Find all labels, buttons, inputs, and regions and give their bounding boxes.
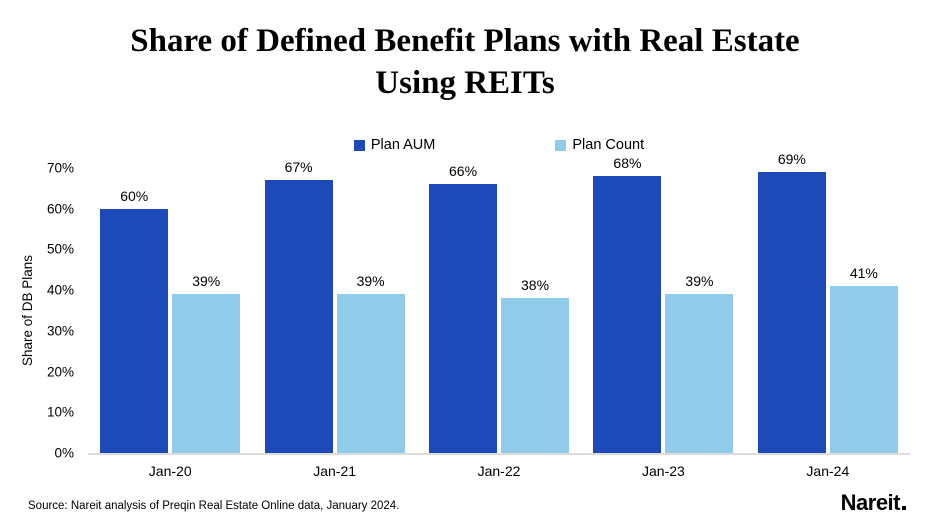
chart-title-line-2: Using REITs	[375, 65, 555, 101]
legend-label: Plan Count	[572, 137, 645, 153]
bar-value-label: 41%	[849, 265, 878, 282]
bar-value-label: 39%	[356, 273, 385, 290]
y-tick-label: 10%	[46, 404, 74, 420]
chart-title: Share of Defined Benefit Plans with Real…	[0, 20, 930, 104]
bar-value-label: 60%	[120, 187, 149, 204]
legend-label: Plan AUM	[370, 137, 436, 153]
nareit-logo-dot	[902, 506, 906, 510]
y-tick-label: 30%	[46, 323, 74, 339]
plot-area: 60% 39% Jan-20 67% 39% Jan-21 66% 38% Jan-22 68% 3…	[88, 151, 910, 479]
nareit-logo-text: Nareit	[840, 490, 901, 515]
bar-value-label: 38%	[521, 277, 550, 294]
legend-swatch	[353, 139, 365, 151]
bar-value-label: 68%	[613, 155, 642, 172]
bar-plan-aum-jan-22: 66%	[429, 163, 498, 453]
bar-plan-aum-jan-21: 67%	[264, 159, 333, 453]
x-tick-label: Jan-21	[313, 463, 357, 479]
legend-swatch	[555, 139, 567, 151]
y-tick-label: 0%	[54, 445, 74, 461]
bar-value-label: 39%	[685, 273, 714, 290]
y-tick-label: 40%	[46, 282, 74, 298]
bar-plan-count-jan-20: 39%	[172, 273, 241, 453]
bar-plan-count-jan-24: 41%	[829, 265, 898, 453]
y-tick-label: 50%	[46, 241, 74, 257]
bar-value-label: 67%	[284, 159, 313, 176]
x-tick-label: Jan-23	[642, 463, 685, 479]
bar-group: 69% 41% Jan-24	[746, 151, 910, 479]
bar-value-label: 66%	[449, 163, 478, 180]
legend-item: Plan AUM	[353, 137, 436, 153]
bar-group: 60% 39% Jan-20	[88, 168, 252, 479]
legend: Plan AUM Plan Count	[88, 137, 910, 153]
bar-plan-count-jan-21: 39%	[336, 273, 405, 453]
bar-plan-aum-jan-23: 68%	[593, 155, 662, 453]
bar-plan-aum-jan-20: 60%	[100, 188, 169, 453]
y-tick-label: 70%	[46, 160, 74, 176]
y-axis-ticks: 0% 10% 20% 30% 40% 50% 60% 70%	[30, 161, 82, 461]
chart-title-line-1: Share of Defined Benefit Plans with Real…	[130, 23, 800, 59]
bar-groups: 60% 39% Jan-20 67% 39% Jan-21 66% 38% Jan-22 68% 3…	[88, 151, 910, 479]
bar-group: 67% 39% Jan-21	[252, 159, 416, 479]
x-tick-label: Jan-22	[477, 463, 521, 479]
nareit-logo: Nareit	[841, 490, 906, 516]
bar-group: 66% 38% Jan-22	[417, 163, 581, 479]
x-tick-label: Jan-24	[806, 463, 850, 479]
bar-value-label: 39%	[192, 273, 221, 290]
bar-plan-count-jan-22: 38%	[501, 277, 570, 453]
bar-plan-count-jan-23: 39%	[665, 273, 734, 453]
x-tick-label: Jan-20	[148, 463, 192, 479]
bar-group: 68% 39% Jan-23	[581, 155, 745, 479]
bar-value-label: 69%	[777, 151, 806, 168]
legend-item: Plan Count	[555, 137, 644, 153]
y-tick-label: 20%	[46, 364, 74, 380]
bar-plan-aum-jan-24: 69%	[757, 151, 826, 453]
source-note: Source: Nareit analysis of Preqin Real E…	[28, 500, 400, 512]
y-tick-label: 60%	[46, 201, 74, 217]
